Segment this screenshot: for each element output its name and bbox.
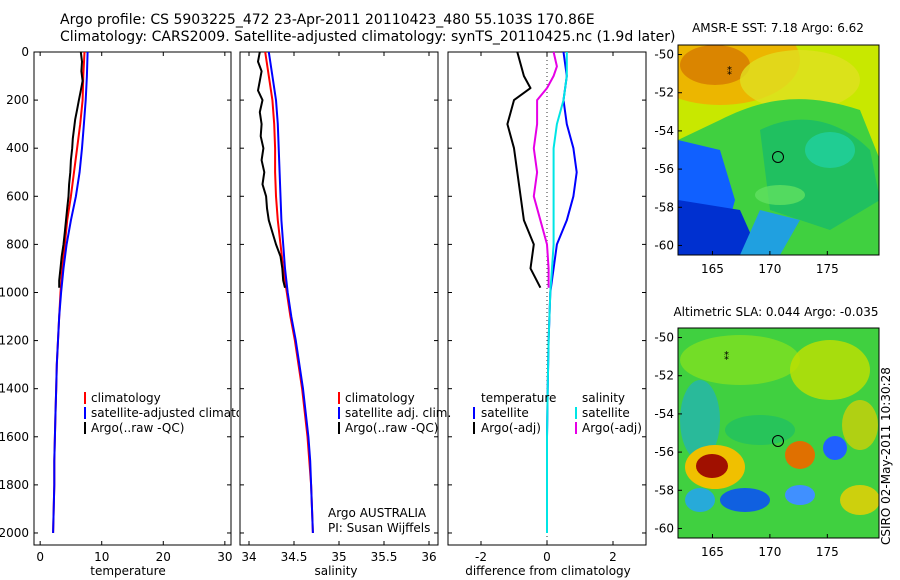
- x-tick-label: -2: [475, 550, 487, 564]
- series-line-temperature-satellite: [546, 51, 578, 533]
- sla-map-title: Altimetric SLA: 0.044 Argo: -0.035: [673, 305, 878, 319]
- map-y-tick-label: -56: [654, 445, 674, 459]
- legend-label-satellite: satellite-adjusted climatology: [91, 406, 269, 420]
- legend-label-climatology: climatology: [91, 391, 161, 405]
- x-tick-label: 0: [543, 550, 551, 564]
- difference-xlabel: difference from climatology: [465, 564, 631, 578]
- y-tick-label: 600: [6, 189, 29, 203]
- x-tick-label: 35.5: [371, 550, 398, 564]
- y-tick-label: 1800: [0, 478, 29, 492]
- credit-timestamp: CSIRO 02-May-2011 10:30:28: [879, 367, 893, 545]
- map-y-tick-label: -56: [654, 162, 674, 176]
- x-tick-label: 34: [241, 550, 256, 564]
- series-line-climatology: [264, 51, 314, 534]
- sla-map-ticks: 165 170 175 -50 -52 -54 -56 -58 -60: [654, 331, 838, 559]
- temperature-x-ticks: 0 10 20 30: [36, 52, 232, 564]
- y-tick-label: 1200: [0, 334, 29, 348]
- x-tick-label: 36: [421, 550, 436, 564]
- map-x-tick-label: 170: [758, 262, 781, 276]
- legend-label-sal-argo: Argo(-adj): [582, 421, 642, 435]
- series-line-temperature-argo-adj-: [506, 51, 542, 289]
- map-y-tick-label: -60: [654, 238, 674, 252]
- y-tick-label: 1600: [0, 430, 29, 444]
- depth-tick-labels: 0 200 400 600 800 1000 1200 1400 1600 1800 2000: [0, 45, 29, 540]
- map-y-tick-label: -54: [654, 407, 674, 421]
- series-line-argo-raw-qc-: [58, 51, 84, 288]
- map-trace-marker: ⁑: [724, 350, 729, 363]
- series-line-argo-raw-qc-: [257, 51, 286, 288]
- y-tick-label: 2000: [0, 526, 29, 540]
- sst-map-title: AMSR-E SST: 7.18 Argo: 6.62: [692, 21, 864, 35]
- map-y-tick-label: -58: [654, 200, 674, 214]
- series-line-satellite-adj-clim-: [267, 51, 314, 534]
- temperature-series: [34, 51, 231, 534]
- legend-label-satellite: satellite adj. clim.: [345, 406, 451, 420]
- series-line-satellite-adjusted-climatology: [52, 51, 89, 534]
- legend-heading-salinity: salinity: [582, 391, 625, 405]
- map-y-tick-label: -54: [654, 124, 674, 138]
- series-line-salinity-satellite: [546, 52, 568, 533]
- map-y-tick-label: -52: [654, 86, 674, 100]
- map-x-tick-label: 175: [816, 545, 839, 559]
- salinity-xlabel: salinity: [314, 564, 357, 578]
- map-y-tick-label: -52: [654, 369, 674, 383]
- difference-legend: temperature satellite Argo(-adj) salinit…: [473, 391, 642, 435]
- legend-label-temp-satellite: satellite: [481, 406, 529, 420]
- salinity-x-ticks: 34 34.5 35 35.5 36: [241, 52, 437, 564]
- legend-label-climatology: climatology: [345, 391, 415, 405]
- y-tick-label: 400: [6, 141, 29, 155]
- legend-heading-temperature: temperature: [481, 391, 556, 405]
- temperature-legend: climatology satellite-adjusted climatolo…: [84, 391, 269, 435]
- argo-australia-annotation: Argo AUSTRALIA: [328, 506, 427, 520]
- map-y-tick-label: -50: [654, 48, 674, 62]
- y-tick-label: 200: [6, 93, 29, 107]
- map-y-tick-label: -60: [654, 521, 674, 535]
- difference-series: [448, 51, 646, 534]
- map-x-tick-label: 175: [816, 262, 839, 276]
- pi-annotation: PI: Susan Wijffels: [328, 521, 430, 535]
- x-tick-label: 35: [331, 550, 346, 564]
- series-line-salinity-argo-adj-: [532, 51, 558, 288]
- y-tick-label: 1000: [0, 285, 29, 299]
- legend-label-argo: Argo(..raw -QC): [91, 421, 184, 435]
- map-x-tick-label: 165: [701, 262, 724, 276]
- sst-map-image: ⁑: [678, 45, 879, 255]
- x-tick-label: 34.5: [281, 550, 308, 564]
- salinity-series: [240, 51, 438, 534]
- x-tick-label: 20: [156, 550, 171, 564]
- map-x-tick-label: 170: [758, 545, 781, 559]
- temperature-xlabel: temperature: [90, 564, 165, 578]
- map-x-tick-label: 165: [701, 545, 724, 559]
- x-tick-label: 10: [94, 550, 109, 564]
- difference-x-ticks: -2 0 2: [475, 52, 617, 564]
- figure-title-line-2: Climatology: CARS2009. Satellite-adjuste…: [60, 29, 676, 45]
- sla-map-image: ⁑: [678, 328, 879, 538]
- map-y-tick-label: -58: [654, 483, 674, 497]
- x-tick-label: 0: [36, 550, 44, 564]
- x-tick-label: 2: [609, 550, 617, 564]
- y-tick-label: 0: [21, 45, 29, 59]
- legend-label-argo: Argo(..raw -QC): [345, 421, 438, 435]
- series-line-climatology: [52, 51, 86, 534]
- figure-title-line-1: Argo profile: CS 5903225_472 23-Apr-2011…: [60, 12, 595, 28]
- temperature-axes: [33, 51, 232, 546]
- sst-map-ticks: 165 170 175 -50 -52 -54 -56 -58 -60: [654, 48, 838, 276]
- y-tick-label: 1400: [0, 382, 29, 396]
- map-trace-marker: ⁑: [727, 65, 732, 78]
- legend-label-temp-argo: Argo(-adj): [481, 421, 541, 435]
- legend-label-sal-satellite: satellite: [582, 406, 630, 420]
- argo-float-position-marker: [772, 151, 784, 163]
- y-tick-label: 800: [6, 237, 29, 251]
- argo-float-position-marker: [772, 435, 784, 447]
- x-tick-label: 30: [217, 550, 232, 564]
- map-y-tick-label: -50: [654, 331, 674, 345]
- salinity-legend: climatology satellite adj. clim. Argo(..…: [338, 391, 451, 435]
- salinity-axes: [239, 51, 439, 546]
